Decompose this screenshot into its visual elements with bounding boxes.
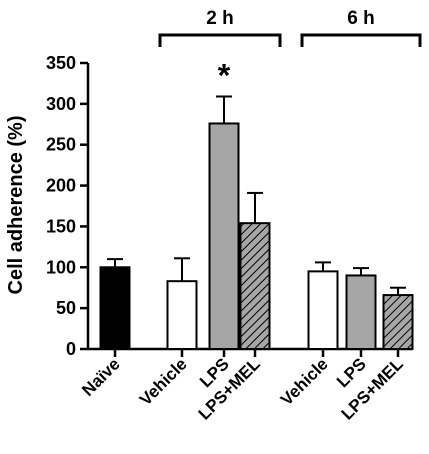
group-label: 2 h	[206, 8, 233, 29]
bar	[208, 122, 240, 351]
y-tick-label: 100	[46, 257, 76, 277]
bar-layer	[99, 95, 414, 351]
y-axis-label: Cell adherence (%)	[5, 116, 27, 295]
significance-marker: *	[218, 58, 231, 94]
y-tick-label: 150	[46, 216, 76, 236]
y-tick-label: 250	[46, 135, 76, 155]
group-bracket	[300, 33, 422, 47]
y-tick-label: 50	[56, 298, 76, 318]
y-tick-label: 0	[66, 339, 76, 359]
y-tick-label: 350	[46, 53, 76, 73]
group-bracket	[158, 33, 282, 47]
group-label: 6 h	[347, 8, 374, 29]
x-tick-label: Vehicle	[136, 354, 191, 409]
bar	[345, 274, 377, 351]
bar	[307, 270, 339, 350]
bar	[99, 266, 131, 350]
y-tick-label: 200	[46, 176, 76, 196]
bar	[382, 294, 414, 350]
x-tick-label: Vehicle	[277, 354, 332, 409]
bar	[166, 280, 198, 351]
y-tick-label: 300	[46, 94, 76, 114]
x-tick-label: Naïve	[78, 354, 124, 400]
bar	[239, 222, 271, 350]
